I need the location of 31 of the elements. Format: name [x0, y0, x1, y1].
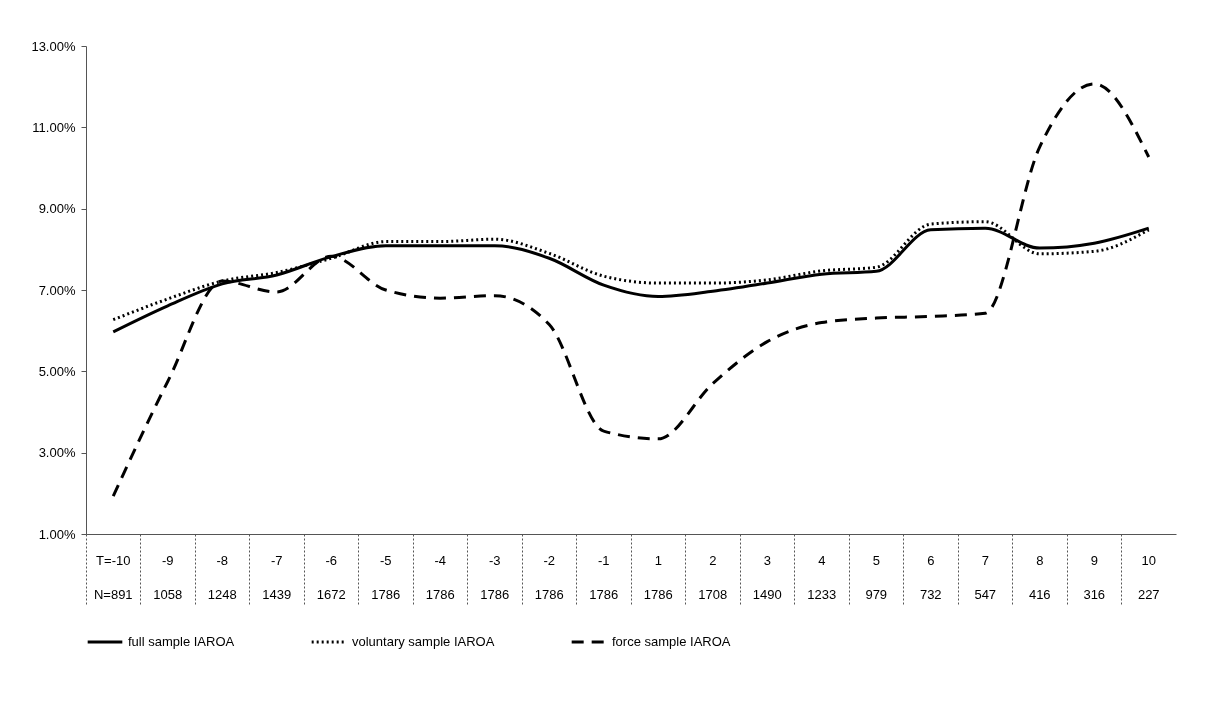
- category-label: 4 1233: [807, 552, 837, 602]
- category-label: T=-10 N=891: [93, 552, 133, 602]
- category-label: 5 979: [865, 552, 888, 602]
- y-tick-label: 5.00%: [38, 363, 76, 379]
- category-label: -1 1786: [589, 552, 619, 602]
- category-label: 1 1786: [643, 552, 673, 602]
- category-label: 3 1490: [752, 552, 782, 602]
- category-label: 10 227: [1137, 552, 1160, 602]
- category-label: 6 732: [919, 552, 942, 602]
- category-label: -2 1786: [534, 552, 564, 602]
- legend-label: voluntary sample IAROA: [352, 634, 495, 649]
- category-label: -7 1439: [262, 552, 292, 602]
- category-label: -4 1786: [425, 552, 455, 602]
- legend-label: full sample IAROA: [128, 634, 235, 649]
- y-tick-label: 11.00%: [32, 119, 76, 135]
- category-label: -3 1786: [480, 552, 510, 602]
- legend-label: force sample IAROA: [612, 634, 731, 649]
- y-tick-label: 13.00%: [31, 38, 76, 54]
- category-label: -8 1248: [207, 552, 237, 602]
- category-label: 9 316: [1083, 552, 1106, 602]
- category-label: 2 1708: [698, 552, 728, 602]
- category-label: -5 1786: [371, 552, 401, 602]
- category-label: -9 1058: [153, 552, 183, 602]
- category-label: 8 416: [1028, 552, 1051, 602]
- y-tick-label: 3.00%: [38, 445, 76, 461]
- category-label: -6 1672: [316, 552, 346, 602]
- line-series: [111, 82, 1151, 498]
- y-tick-label: 1.00%: [38, 526, 76, 542]
- category-label: 7 547: [974, 552, 997, 602]
- y-tick-label: 7.00%: [38, 282, 76, 298]
- y-tick-label: 9.00%: [38, 201, 76, 217]
